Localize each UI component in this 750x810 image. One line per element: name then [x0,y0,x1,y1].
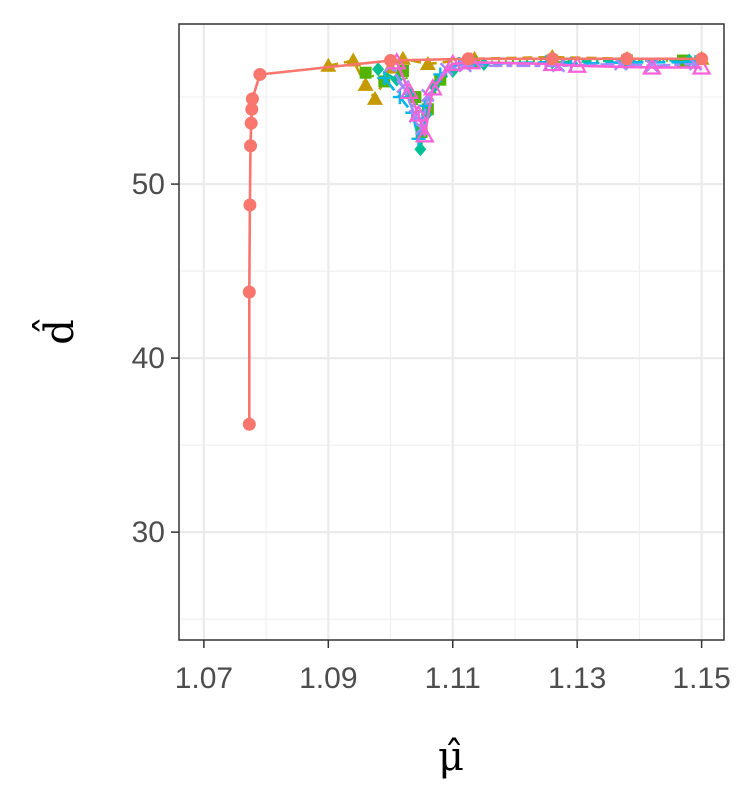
x-tick-label: 1.07 [175,662,233,695]
data-point [461,52,475,66]
data-point [245,102,259,116]
tick-labels: 1.07 1.09 1.11 1.13 1.15 30 40 50 [132,168,731,695]
data-point [359,66,372,79]
data-point [244,116,258,130]
x-axis-title: μ̂ [438,734,464,780]
data-point [691,57,712,75]
data-point [244,139,258,153]
data-point [242,285,256,299]
grid-minor [179,24,724,640]
data-point [695,52,709,66]
x-tick-label: 1.11 [425,662,481,695]
data-point [396,79,410,94]
y-tick-label: 50 [132,168,165,201]
data-point [641,57,662,75]
data-point [419,56,436,71]
y-tick-label: 30 [132,516,165,549]
data-point [620,52,634,66]
axis-ticks [171,183,703,648]
data-point [357,76,374,91]
data-point [242,417,256,431]
series-0 [242,52,709,431]
data-point [372,62,385,77]
series-line [395,61,702,137]
series-layer [242,49,712,431]
data-point [366,90,383,105]
data-point [414,125,435,143]
x-tick-label: 1.15 [672,662,730,695]
data-point [644,58,659,73]
x-tick-label: 1.09 [299,662,357,695]
y-axis-title: d̂ [33,319,83,345]
panel-border [178,23,725,641]
x-tick-label: 1.13 [548,662,606,695]
data-point [442,53,463,72]
grid-major [179,24,724,640]
data-point [399,81,420,99]
data-point [245,92,259,106]
data-point [408,104,429,122]
data-point [422,78,443,96]
data-point [545,52,559,66]
data-point [377,70,392,85]
data-point [243,198,257,212]
data-point [567,55,588,73]
y-tick-label: 40 [132,342,165,375]
data-point [253,67,267,81]
plot-panel [179,24,724,640]
data-point [384,54,398,68]
